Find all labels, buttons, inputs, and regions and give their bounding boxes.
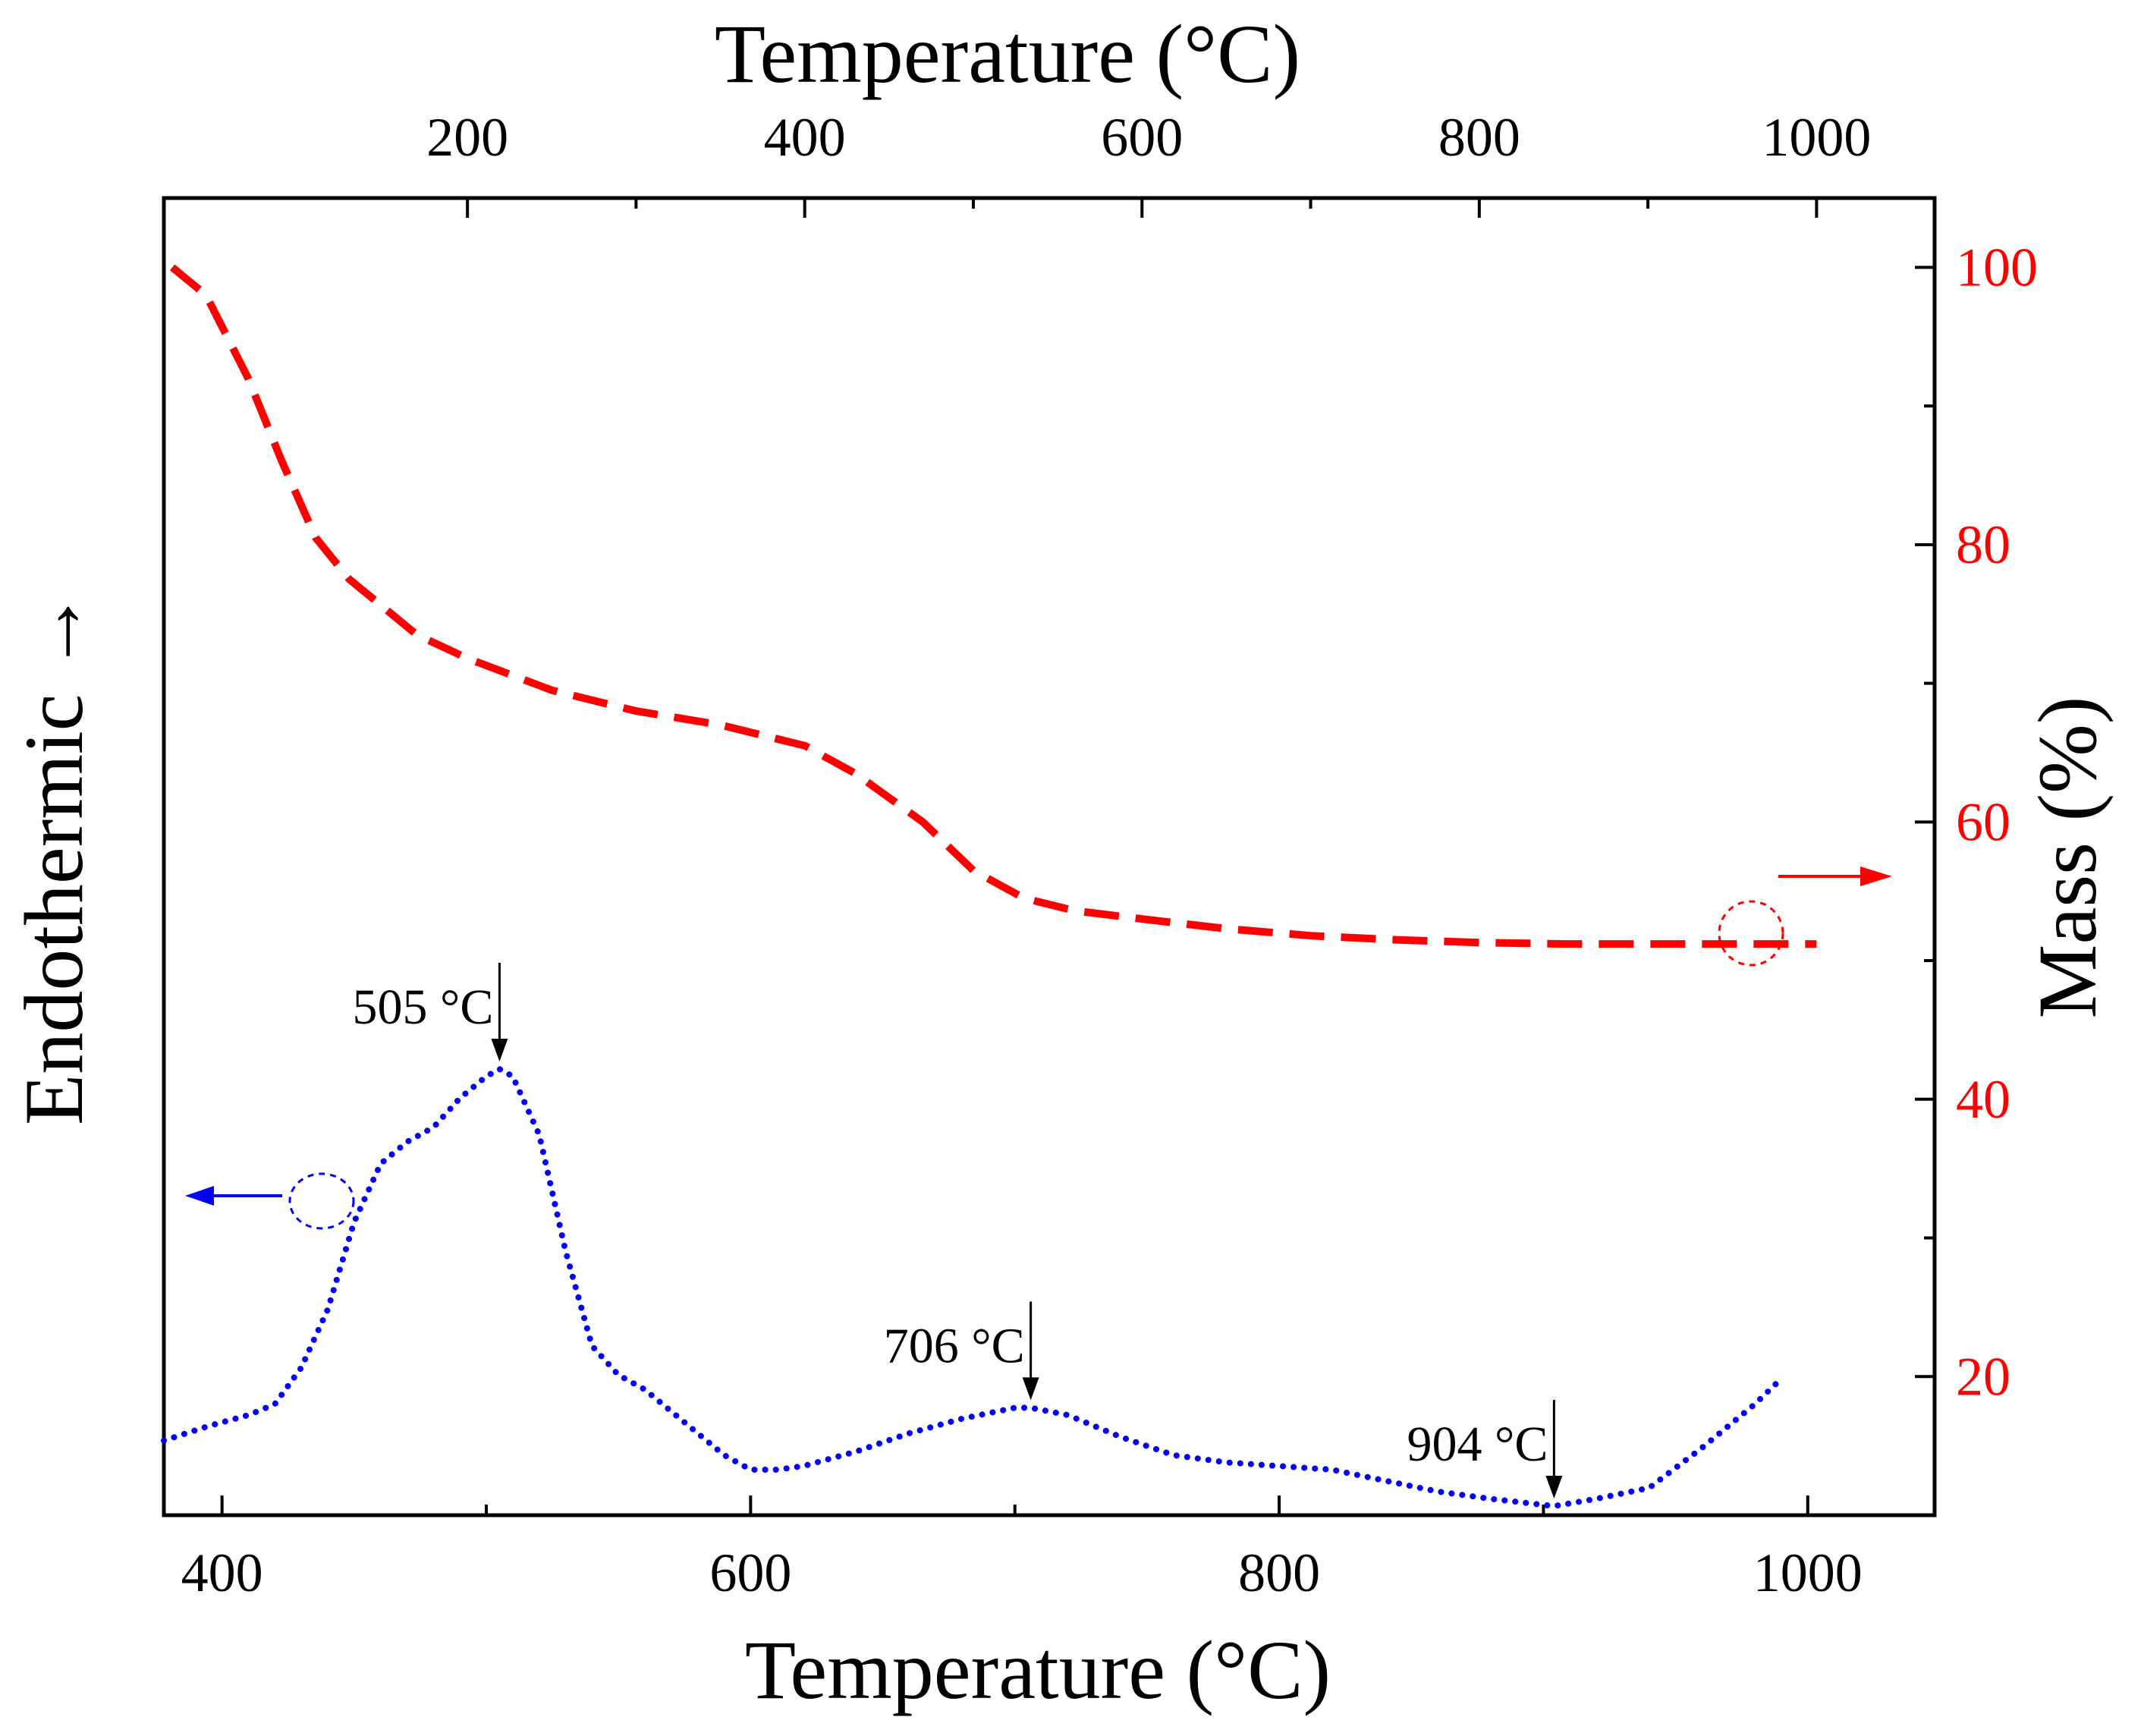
top-tick-label: 400 bbox=[764, 107, 846, 168]
tg-axis-indicator bbox=[1718, 866, 1892, 967]
right-tick-label: 60 bbox=[1956, 791, 2010, 852]
bottom-axis-title: Temperature (°C) bbox=[745, 1624, 1331, 1716]
bottom-tick-label: 1000 bbox=[1753, 1543, 1863, 1603]
annotation-label: 505 °C bbox=[352, 980, 493, 1035]
bottom-tick-label: 800 bbox=[1238, 1543, 1320, 1603]
dta-indicator-circle bbox=[288, 1172, 355, 1230]
bottom-axis: 400 600 800 1000 bbox=[181, 1495, 1863, 1603]
tg-indicator-circle bbox=[1718, 900, 1784, 967]
annotation-arrow-head bbox=[1022, 1377, 1039, 1401]
top-axis: 200 400 600 800 1000 bbox=[426, 107, 1871, 218]
annotation-arrow-head bbox=[1545, 1476, 1563, 1499]
left-axis-title: Endothermic → bbox=[8, 590, 100, 1125]
bottom-tick-label: 600 bbox=[709, 1543, 791, 1603]
plot-frame bbox=[162, 196, 1937, 1517]
annotation-label: 904 °C bbox=[1407, 1417, 1548, 1472]
dta-axis-indicator bbox=[185, 1172, 355, 1230]
right-axis: 20 40 60 80 100 bbox=[1915, 237, 2038, 1407]
bottom-tick-label: 400 bbox=[181, 1543, 263, 1603]
right-tick-label: 20 bbox=[1956, 1346, 2010, 1407]
top-tick-label: 1000 bbox=[1762, 107, 1871, 168]
right-tick-label: 40 bbox=[1956, 1069, 2010, 1130]
tg-series-line bbox=[169, 264, 1817, 948]
annotation-layer: 505 °C 706 °C 904 °C bbox=[352, 963, 1563, 1499]
annotation-arrow-head bbox=[491, 1039, 508, 1061]
top-axis-title: Temperature (°C) bbox=[715, 8, 1300, 100]
dta-indicator-arrow-head bbox=[185, 1186, 214, 1206]
right-axis-title: Mass (%) bbox=[2021, 697, 2114, 1019]
right-tick-label: 80 bbox=[1956, 514, 2010, 575]
series-layer bbox=[161, 264, 1817, 1509]
right-tick-label: 100 bbox=[1956, 237, 2038, 297]
tg-indicator-arrow-head bbox=[1860, 866, 1892, 886]
top-tick-label: 200 bbox=[426, 107, 508, 168]
top-tick-label: 800 bbox=[1438, 107, 1520, 168]
dta-series-line bbox=[161, 1066, 1784, 1509]
top-tick-label: 600 bbox=[1101, 107, 1183, 168]
annotation-label: 706 °C bbox=[884, 1318, 1025, 1373]
